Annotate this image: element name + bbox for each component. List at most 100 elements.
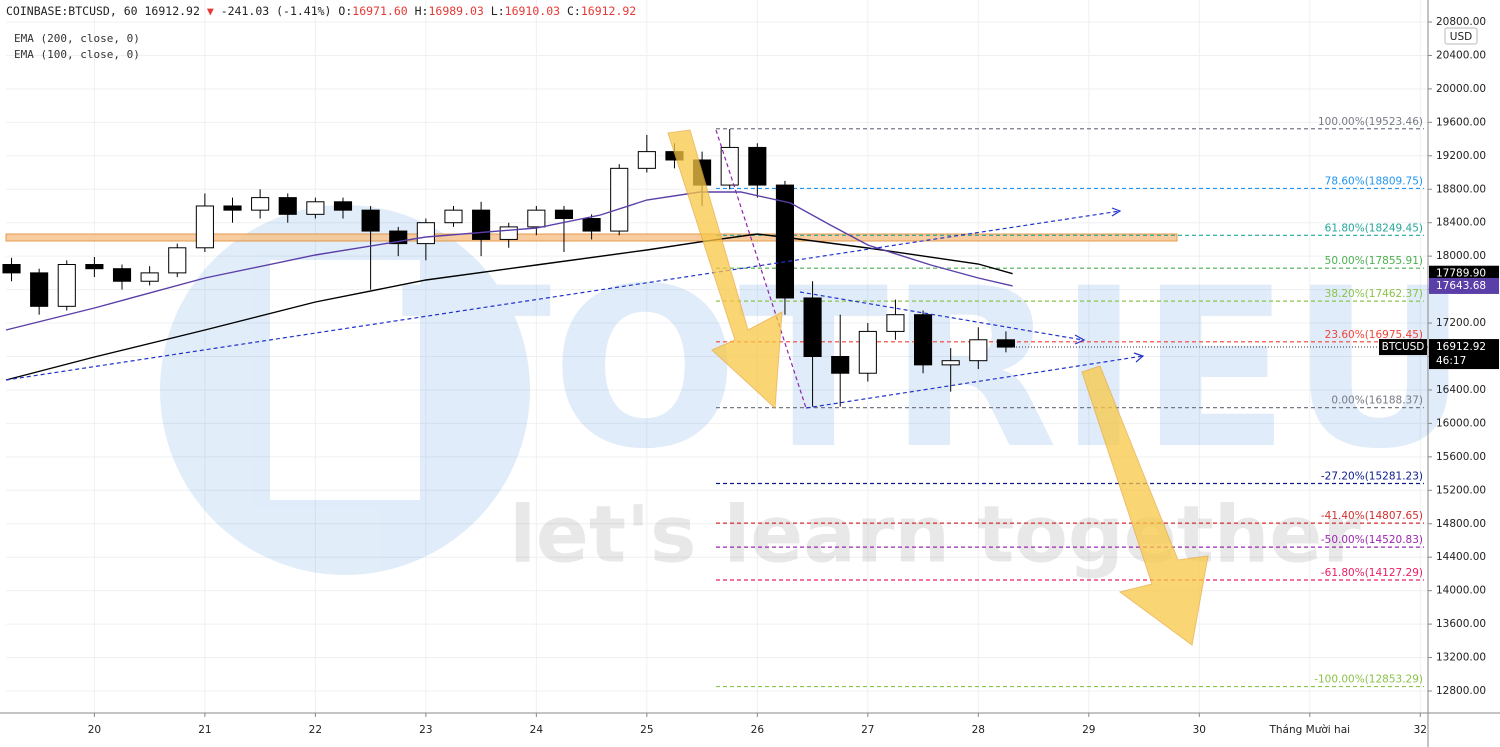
candle-body xyxy=(223,205,242,211)
fib-label: 0.00%(16188.37) xyxy=(1331,395,1423,407)
ohlc-key: C: xyxy=(567,4,581,18)
candle-body xyxy=(112,268,132,282)
fib-label: -61.80%(14127.29) xyxy=(1321,567,1423,579)
y-tick-label: 19600.00 xyxy=(1436,116,1486,128)
candle-body xyxy=(831,356,850,374)
x-tick-label: 24 xyxy=(530,724,544,736)
candle-body xyxy=(499,226,518,240)
change-arrow: ▼ xyxy=(207,4,214,18)
candle-body xyxy=(858,330,877,374)
trendline xyxy=(5,210,1121,381)
fib-label: 23.60%(16975.45) xyxy=(1325,329,1423,341)
ema-tag-label: 17789.90 xyxy=(1436,268,1486,280)
y-tick-label: 20000.00 xyxy=(1436,83,1486,95)
x-tick-label: Tháng Mười hai xyxy=(1268,724,1350,736)
x-tick-label: 25 xyxy=(640,724,653,736)
currency: USD xyxy=(1450,31,1472,43)
candle-body xyxy=(527,209,546,228)
candle-body xyxy=(554,209,574,220)
candle-body xyxy=(941,360,960,366)
fib-label: -27.20%(15281.23) xyxy=(1321,471,1423,483)
x-tick-label: 26 xyxy=(751,724,765,736)
y-tick-label: 13200.00 xyxy=(1436,652,1486,664)
x-tick-label: 20 xyxy=(88,724,101,736)
y-tick-label: 15200.00 xyxy=(1436,484,1486,496)
y-tick-label: 18000.00 xyxy=(1436,250,1486,262)
watermark-slogan: let's learn together xyxy=(509,490,1361,580)
ohlc-value: 16989.03 xyxy=(428,4,483,18)
candle-body xyxy=(278,197,297,215)
ema-line xyxy=(5,191,1013,331)
y-tick-label: 14000.00 xyxy=(1436,585,1486,597)
price-tag-countdown: 46:17 xyxy=(1436,355,1466,367)
change: -241.03 (-1.41%) xyxy=(221,4,332,18)
ema-tag-label: 17643.68 xyxy=(1436,280,1486,292)
ohlc-value: 16971.60 xyxy=(352,4,407,18)
y-tick-label: 20400.00 xyxy=(1436,49,1486,61)
candle-body xyxy=(2,264,21,274)
price-tag xyxy=(1429,339,1499,370)
axes: 12800.00 13200.00 13600.00 14000.00 14400.00… xyxy=(88,16,1499,736)
y-tick-label: 14800.00 xyxy=(1436,518,1486,530)
ohlc-value: 16910.03 xyxy=(505,4,560,18)
x-tick-label: 23 xyxy=(419,724,432,736)
x-tick-label: 30 xyxy=(1193,724,1206,736)
x-tick-label: 21 xyxy=(198,724,211,736)
candle-body xyxy=(914,314,933,366)
trendline xyxy=(799,291,1084,341)
y-tick-label: 16000.00 xyxy=(1436,417,1486,429)
candle-body xyxy=(251,197,270,211)
fib-label: 78.60%(18809.75) xyxy=(1325,175,1423,187)
candle-body xyxy=(748,146,767,186)
candle-body xyxy=(472,209,491,240)
candle-body xyxy=(416,222,435,245)
candle-body xyxy=(444,209,463,224)
trendlines xyxy=(5,129,1145,409)
fib-label: 61.80%(18249.45) xyxy=(1325,222,1423,234)
fib-levels: 100.00%(19523.46) 78.60%(18809.75) 61.80%(… xyxy=(716,116,1424,688)
x-tick-label: 27 xyxy=(861,724,874,736)
arrowhead xyxy=(1074,334,1086,345)
x-tick-label: 28 xyxy=(972,724,985,736)
price-tag-name-box xyxy=(1379,339,1427,356)
header: COINBASE:BTCUSD, 60 16912.92 ▼ -241.03 (… xyxy=(6,4,636,18)
candle-body xyxy=(969,339,988,362)
y-tick-label: 20800.00 xyxy=(1436,16,1486,28)
price-tag-name: BTCUSD xyxy=(1382,341,1425,353)
candle-body xyxy=(720,146,739,186)
y-tick-label: 13600.00 xyxy=(1436,618,1486,630)
watermark-logo xyxy=(160,205,530,575)
candle-body xyxy=(85,264,104,270)
trendline xyxy=(805,355,1144,409)
legend-entry: EMA (200, close, 0) xyxy=(14,32,140,45)
ema-tag xyxy=(1429,277,1499,294)
arrows xyxy=(667,129,1209,646)
fib-label: -41.40%(14807.65) xyxy=(1321,510,1423,522)
y-tick-label: 14400.00 xyxy=(1436,551,1486,563)
candle-body xyxy=(333,201,353,211)
candle-body xyxy=(140,272,159,282)
ema-tag xyxy=(1429,265,1499,282)
fib-label: -100.00%(12853.29) xyxy=(1314,674,1423,686)
candle-body xyxy=(803,297,822,358)
y-tick-label: 15600.00 xyxy=(1436,451,1486,463)
candle-body xyxy=(57,264,76,307)
y-tick-label: 17200.00 xyxy=(1436,317,1486,329)
candle-body xyxy=(637,151,656,169)
ohlc-key: H: xyxy=(415,4,429,18)
ohlc-key: L: xyxy=(491,4,505,18)
candle-body xyxy=(168,247,187,274)
candle-body xyxy=(886,314,905,332)
candle-body xyxy=(361,209,380,232)
y-tick-label: 18400.00 xyxy=(1436,217,1486,229)
x-tick-label: 32 xyxy=(1414,724,1427,736)
ohlc-value: 16912.92 xyxy=(581,4,636,18)
x-tick-label: 29 xyxy=(1082,724,1095,736)
fib-label: 50.00%(17855.91) xyxy=(1325,255,1423,267)
ohlc-key: O: xyxy=(338,4,352,18)
legend-entry: EMA (100, close, 0) xyxy=(14,48,140,61)
candle-body xyxy=(195,205,214,249)
currency-box xyxy=(1444,27,1478,45)
y-tick-label: 18800.00 xyxy=(1436,183,1486,195)
arrowhead xyxy=(1111,207,1122,217)
